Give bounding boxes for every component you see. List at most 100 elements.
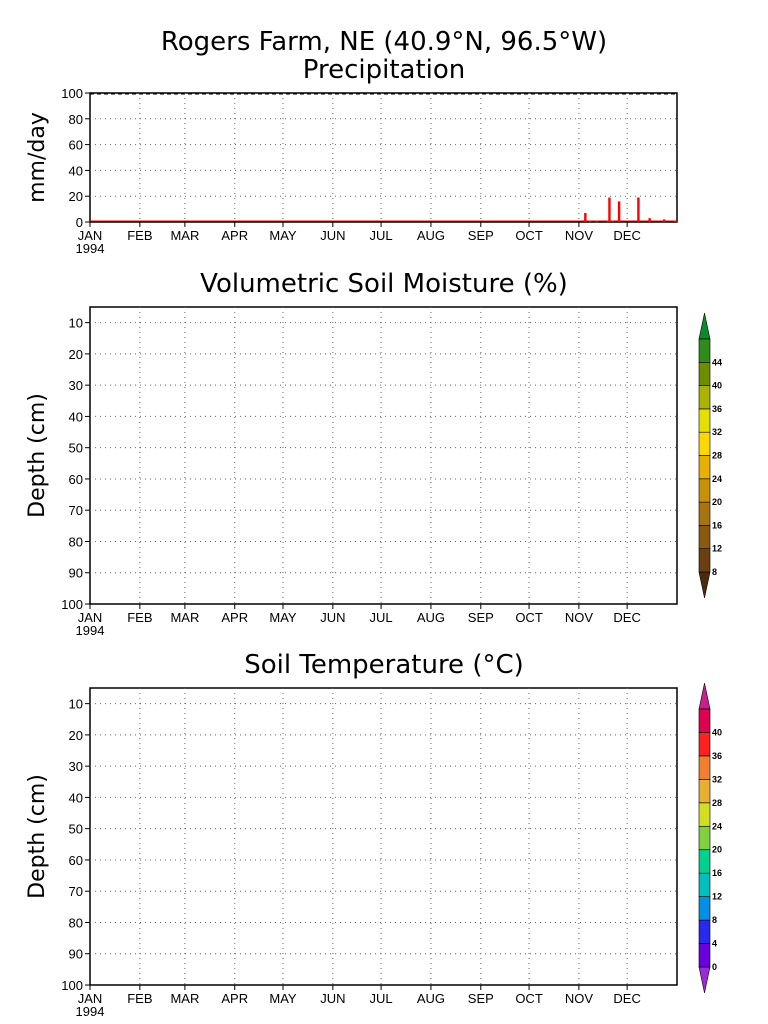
x-tick-label: NOV bbox=[565, 991, 594, 1006]
y-tick-label: 50 bbox=[69, 822, 83, 837]
colorbar-swatch bbox=[698, 338, 711, 363]
colorbar-swatch bbox=[698, 455, 711, 480]
x-tick-label: MAR bbox=[170, 228, 199, 243]
x-tick-label: SEP bbox=[468, 610, 494, 625]
x-tick-label: JAN bbox=[78, 228, 103, 243]
colorbar-label: 20 bbox=[712, 497, 722, 507]
y-tick-label: 40 bbox=[69, 163, 83, 178]
precip-bar bbox=[617, 201, 621, 222]
x-tick-label: MAY bbox=[269, 991, 297, 1006]
colorbar-swatch bbox=[698, 431, 711, 456]
x-tick-label: OCT bbox=[515, 228, 543, 243]
x-tick-label: JUN bbox=[320, 991, 345, 1006]
x-tick-label: JUL bbox=[370, 610, 393, 625]
colorbar-swatch bbox=[698, 825, 711, 851]
y-tick-label: 40 bbox=[69, 409, 83, 424]
x-tick-label: NOV bbox=[565, 228, 594, 243]
colorbar-swatch bbox=[698, 943, 711, 968]
colorbar-swatch bbox=[698, 385, 711, 410]
soil-moisture-colorbar: 8 12 16 20 24 28 32 36 40 44 bbox=[698, 312, 722, 599]
colorbar-low-arrow bbox=[698, 966, 711, 994]
colorbar-swatch bbox=[698, 708, 711, 733]
y-tick-label: 20 bbox=[69, 347, 83, 362]
year-label: 1994 bbox=[76, 1004, 105, 1019]
colorbar-label: 28 bbox=[712, 451, 722, 461]
colorbar-swatch bbox=[698, 408, 711, 433]
page-title: Rogers Farm, NE (40.9°N, 96.5°W) bbox=[161, 27, 607, 57]
moisture-title: Volumetric Soil Moisture (%) bbox=[200, 269, 568, 299]
y-tick-label: 100 bbox=[61, 978, 83, 993]
x-tick-label: APR bbox=[221, 610, 248, 625]
colorbar-label: 8 bbox=[712, 567, 717, 577]
colorbar-swatch bbox=[698, 501, 711, 526]
colorbar-low-arrow bbox=[698, 571, 711, 599]
colorbar-label: 36 bbox=[712, 751, 722, 761]
precip-bar bbox=[588, 220, 592, 222]
colorbar-swatch bbox=[698, 361, 711, 386]
colorbar-label: 40 bbox=[712, 381, 722, 391]
x-tick-label: FEB bbox=[127, 991, 152, 1006]
colorbar-swatch bbox=[698, 802, 711, 827]
y-tick-label: 90 bbox=[69, 566, 83, 581]
colorbar-label: 20 bbox=[712, 845, 722, 855]
y-tick-label: 70 bbox=[69, 884, 83, 899]
x-tick-label: DEC bbox=[613, 228, 640, 243]
x-tick-label: JUN bbox=[320, 228, 345, 243]
colorbar-label: 8 bbox=[712, 915, 717, 925]
colorbar-high-arrow bbox=[698, 312, 711, 340]
x-tick-label: JAN bbox=[78, 610, 103, 625]
x-tick-label: AUG bbox=[417, 610, 445, 625]
y-tick-label: 70 bbox=[69, 503, 83, 518]
precip-bar bbox=[584, 212, 587, 222]
temperature-title: Soil Temperature (°C) bbox=[244, 650, 524, 680]
x-tick-label: JUL bbox=[370, 991, 393, 1006]
colorbar-swatch bbox=[698, 849, 711, 874]
colorbar-label: 12 bbox=[712, 544, 722, 554]
y-tick-label: 80 bbox=[69, 112, 83, 127]
y-tick-label: 100 bbox=[61, 597, 83, 612]
y-tick-label: 40 bbox=[69, 790, 83, 805]
y-tick-label: 80 bbox=[69, 534, 83, 549]
precip-bar bbox=[648, 218, 651, 222]
x-tick-label: MAY bbox=[269, 610, 297, 625]
precip-bar bbox=[637, 197, 640, 222]
colorbar-high-arrow bbox=[698, 682, 711, 710]
y-tick-label: 60 bbox=[69, 472, 83, 487]
y-tick-label: 50 bbox=[69, 441, 83, 456]
x-tick-label: AUG bbox=[417, 991, 445, 1006]
y-axis-label: Depth (cm) bbox=[25, 774, 50, 899]
y-tick-label: 0 bbox=[76, 215, 83, 230]
precipitation-panel: 0 20 40 60 80 100 JAN FEB MAR APR MAY JUN JUL AUG SEP O… bbox=[25, 86, 678, 256]
x-tick-label: FEB bbox=[127, 610, 152, 625]
y-tick-label: 60 bbox=[69, 138, 83, 153]
precip-bar bbox=[662, 219, 666, 222]
colorbar-label: 28 bbox=[712, 798, 722, 808]
y-tick-label: 20 bbox=[69, 728, 83, 743]
precip-bar bbox=[595, 220, 598, 222]
x-tick-label: MAR bbox=[170, 610, 199, 625]
colorbar-label: 32 bbox=[712, 774, 722, 784]
y-tick-label: 30 bbox=[69, 759, 83, 774]
plot-frame bbox=[89, 687, 678, 986]
y-tick-label: 10 bbox=[69, 316, 83, 331]
y-tick-label: 90 bbox=[69, 947, 83, 962]
colorbar-label: 0 bbox=[712, 962, 717, 972]
colorbar-label: 16 bbox=[712, 520, 722, 530]
colorbar-swatch bbox=[698, 478, 711, 503]
precip-bar bbox=[674, 220, 677, 222]
precip-bar bbox=[608, 197, 611, 222]
x-tick-label: JUL bbox=[370, 228, 393, 243]
colorbar-swatch bbox=[698, 548, 711, 573]
colorbar-label: 44 bbox=[712, 357, 722, 367]
x-tick-label: APR bbox=[221, 991, 248, 1006]
x-tick-label: OCT bbox=[515, 991, 543, 1006]
colorbar-swatch bbox=[698, 755, 711, 780]
colorbar-label: 36 bbox=[712, 404, 722, 414]
precip-title: Precipitation bbox=[303, 55, 466, 85]
x-tick-label: MAR bbox=[170, 991, 199, 1006]
x-tick-label: APR bbox=[221, 228, 248, 243]
year-label: 1994 bbox=[76, 623, 105, 638]
